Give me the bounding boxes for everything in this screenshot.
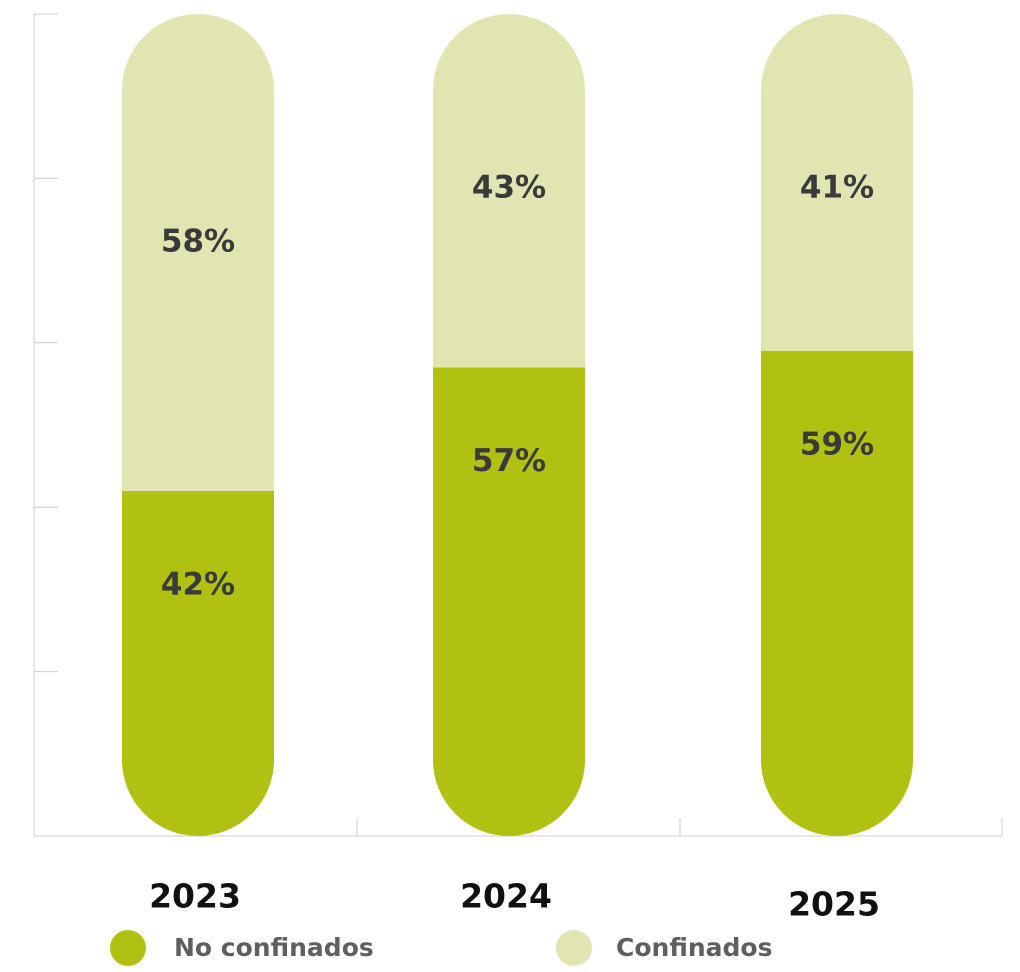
chart-axes [33,13,1003,837]
bar-2024 [433,14,585,836]
legend-swatch [110,930,146,966]
bar-labels-group: 42% 58% 57% 43% 59% 41% [161,170,874,603]
category-labels-group: 2023 2024 2025 [149,877,880,924]
legend: No confinados Confinados [110,930,772,966]
bar-segment-confinados-2024 [433,14,585,368]
bar-segment-confinados-2025 [761,14,913,352]
legend-swatch [556,930,592,966]
bar-value-label: 43% [472,170,546,206]
bars-group [122,14,913,836]
bar-segment-no-confinados-2024 [433,367,585,836]
category-label-2025: 2025 [788,885,880,924]
bar-2025 [761,14,913,836]
bar-segment-no-confinados-2023 [122,490,274,836]
legend-label: No confinados [174,933,374,962]
legend-item-confinados: Confinados [556,930,772,966]
category-label-2024: 2024 [460,877,552,916]
legend-label: Confinados [616,933,772,962]
bar-value-label: 42% [161,566,235,602]
bar-value-label: 57% [472,443,546,479]
legend-item-no-confinados: No confinados [110,930,374,966]
bar-segment-no-confinados-2025 [761,351,913,836]
bar-2023 [122,14,274,836]
category-label-2023: 2023 [149,877,241,916]
bar-segment-confinados-2023 [122,14,274,491]
bar-value-label: 41% [800,170,874,206]
bar-value-label: 59% [800,427,874,463]
bar-value-label: 58% [161,223,235,259]
